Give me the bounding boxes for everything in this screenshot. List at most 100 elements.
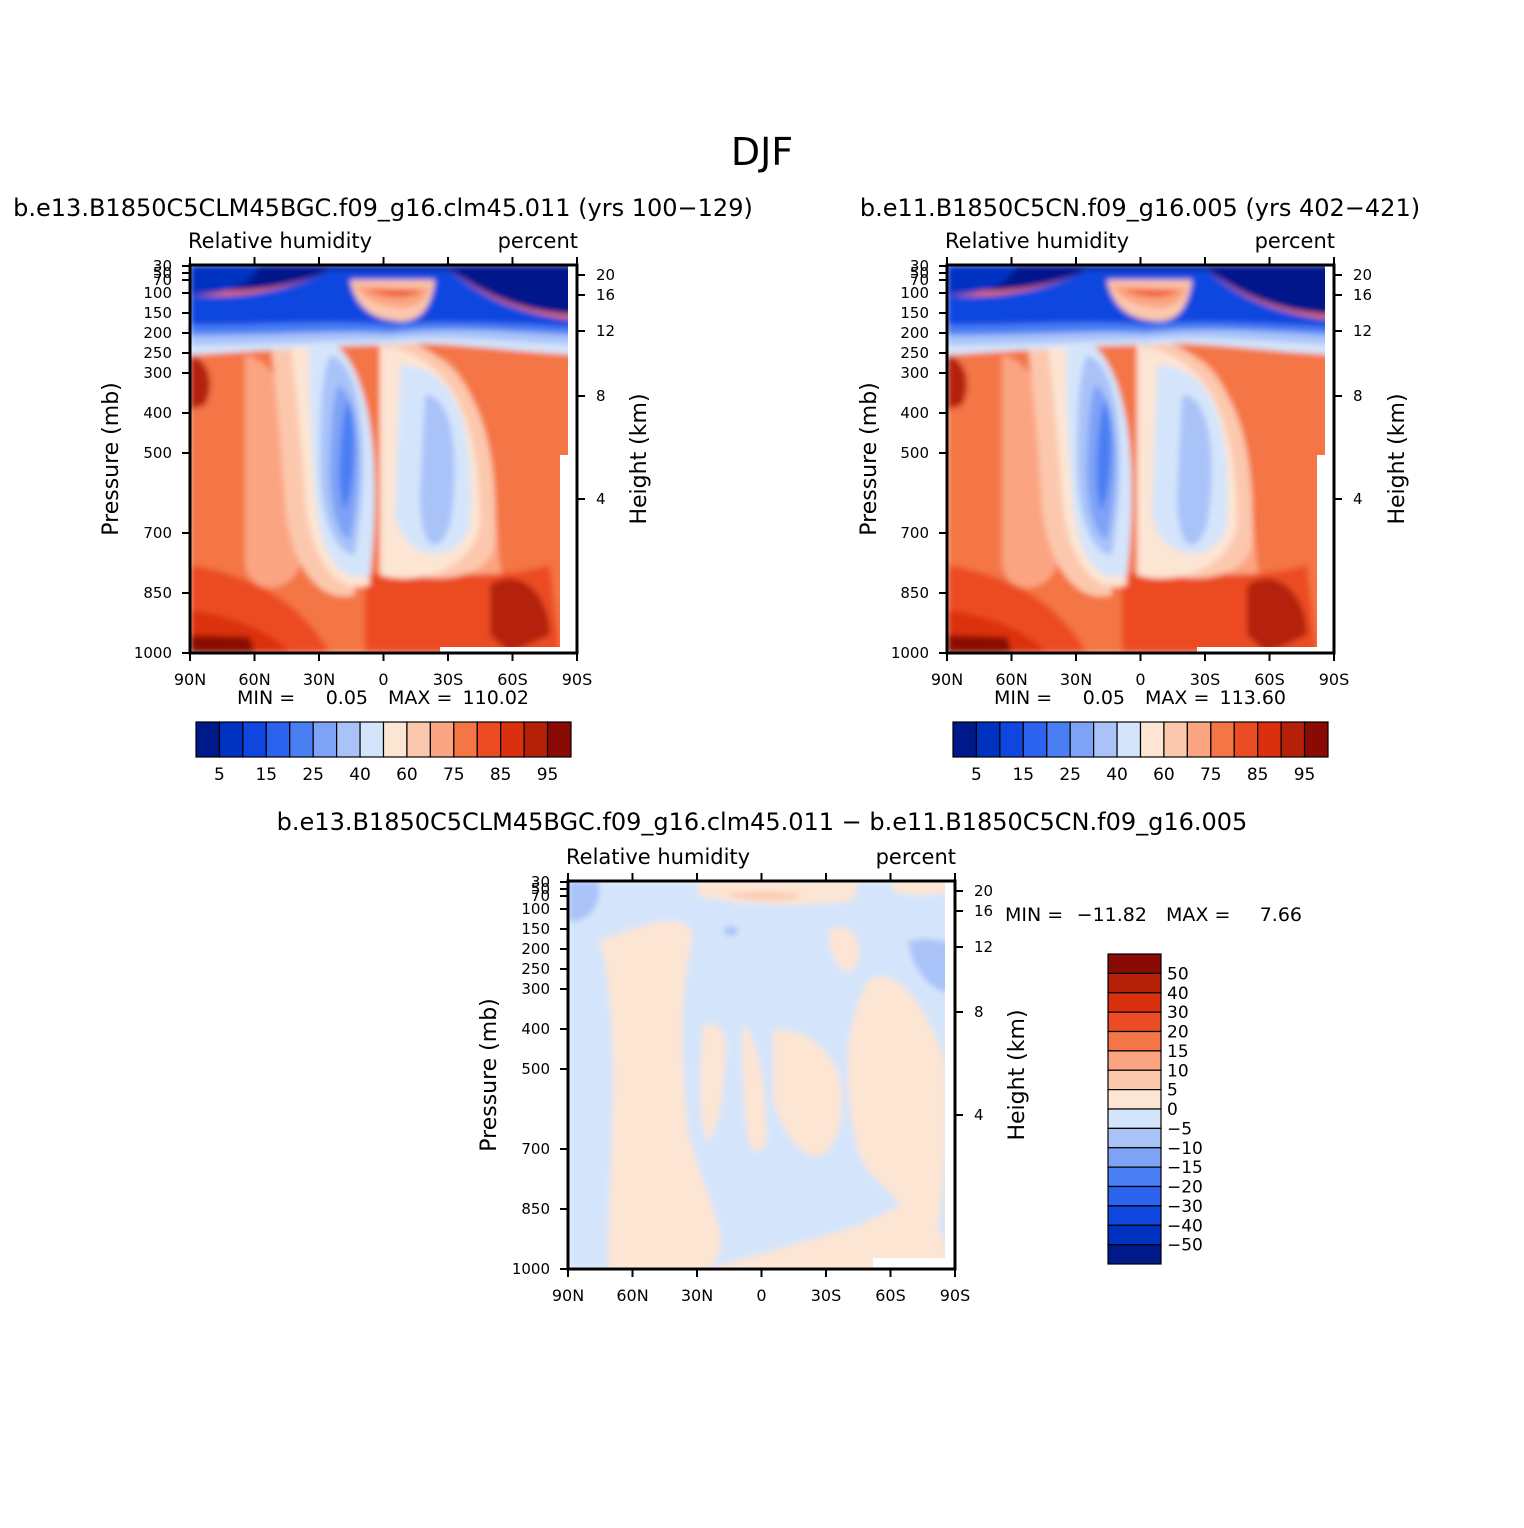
panel-2-ytick: 1000 — [891, 644, 929, 662]
colorbar-box — [1093, 721, 1118, 758]
colorbar-label: 95 — [1294, 765, 1316, 785]
panel-1-ytick: 200 — [143, 324, 172, 342]
panel-2-ytick: 400 — [900, 404, 929, 422]
panel-2-xtick: 30N — [1060, 670, 1092, 689]
colorbar-box — [1210, 721, 1235, 758]
panel-3-xtick: 90N — [552, 1286, 584, 1305]
panel-2-right-subtitle: percent — [1255, 229, 1335, 253]
colorbar-label: −5 — [1167, 1119, 1192, 1139]
colorbar-label: 85 — [1247, 765, 1269, 785]
panel-1-ytick: 700 — [143, 524, 172, 542]
colorbar-box — [1107, 992, 1162, 1013]
panel-3-y2tick: 4 — [974, 1106, 984, 1124]
colorbar-label: 5 — [1167, 1081, 1178, 1101]
colorbar-label: 15 — [255, 765, 277, 785]
panel-3-xtick: 60S — [875, 1286, 906, 1305]
panel-1-y2tick: 12 — [596, 322, 615, 340]
panel-2-max-value: 113.60 — [1220, 687, 1286, 709]
colorbar-label: 40 — [1106, 765, 1128, 785]
colorbar-box — [1107, 1185, 1162, 1207]
colorbar-box — [1139, 721, 1165, 758]
panel-2-min-value: 0.05 — [1083, 687, 1125, 709]
panel-2-ytick: 70 — [910, 271, 929, 289]
panel-3-y2tick: 12 — [974, 938, 993, 956]
colorbar-box — [359, 721, 385, 758]
colorbar-box — [1233, 721, 1259, 758]
colorbar-box — [242, 721, 267, 758]
colorbar-label: 15 — [1167, 1042, 1189, 1062]
colorbar-box — [1107, 1244, 1162, 1265]
panel-1-y2-tick-labels: 20 16 12 8 4 — [596, 266, 615, 508]
panel-1: b.e13.B1850C5CLM45BGC.f09_g16.clm45.011 … — [13, 194, 753, 785]
panel-1-ytick: 30 — [153, 257, 172, 275]
colorbar-box — [476, 721, 502, 758]
colorbar-box — [1046, 721, 1071, 758]
panel-1-xtick: 30S — [433, 670, 464, 689]
colorbar-label: 75 — [443, 765, 465, 785]
panel-2-y2tick: 16 — [1353, 286, 1372, 304]
panel-2-xtick: 90S — [1319, 670, 1350, 689]
panel-2-xtick: 0 — [1135, 670, 1145, 689]
panel-3-y2tick: 16 — [974, 902, 993, 920]
panel-3-y-tick-labels: 30 50 70 100 150 200 250 300 400 500 700… — [512, 873, 550, 1278]
panel-2-ytick: 150 — [900, 304, 929, 322]
panel-2-x-tick-labels: 90N 60N 30N 0 30S 60S 90S — [931, 670, 1349, 689]
panel-2-y2tick: 4 — [1353, 490, 1363, 508]
colorbar-box — [336, 721, 361, 758]
panel-1-y2tick: 16 — [596, 286, 615, 304]
colorbar-box — [1107, 953, 1162, 974]
panel-2-ytick: 50 — [910, 264, 929, 282]
panel-3-xtick: 90S — [940, 1286, 971, 1305]
panel-2-y2tick: 12 — [1353, 322, 1372, 340]
colorbar-box — [1186, 721, 1212, 758]
panel-3-xtick: 30S — [811, 1286, 842, 1305]
panel-3-ytick: 300 — [521, 980, 550, 998]
panel-1-x-tick-labels: 90N 60N 30N 0 30S 60S 90S — [174, 670, 592, 689]
panel-1-ytick: 300 — [143, 364, 172, 382]
panel-1-ytick: 850 — [143, 584, 172, 602]
colorbar-label: 75 — [1200, 765, 1222, 785]
colorbar-label: −50 — [1167, 1236, 1203, 1256]
panel-2-ylabel: Pressure (mb) — [857, 382, 882, 536]
colorbar-box — [1107, 1147, 1162, 1168]
figure-title: DJF — [731, 130, 793, 174]
panel-3-ytick: 250 — [521, 960, 550, 978]
panel-1-y2tick: 8 — [596, 387, 606, 405]
panel-2: b.e11.B1850C5CN.f09_g16.005 (yrs 402−421… — [857, 194, 1420, 785]
panel-2-xtick: 60N — [995, 670, 1027, 689]
panel-3-right-subtitle: percent — [876, 845, 956, 869]
panel-2-left-subtitle: Relative humidity — [945, 229, 1129, 253]
panel-1-max-value: 110.02 — [463, 687, 529, 709]
panel-2-plot-area — [939, 257, 1342, 661]
colorbar-box — [1107, 1030, 1162, 1052]
panel-3-ytick: 30 — [531, 873, 550, 891]
panel-2-ytick: 850 — [900, 584, 929, 602]
panel-1-ytick: 250 — [143, 344, 172, 362]
panel-1-ytick: 100 — [143, 284, 172, 302]
colorbar-box — [1107, 972, 1162, 994]
panel-1-ytick: 150 — [143, 304, 172, 322]
panel-3-ytick: 50 — [531, 880, 550, 898]
panel-2-colorbar: 5 15 25 40 60 75 85 95 — [952, 721, 1329, 785]
panel-3-ytick: 200 — [521, 940, 550, 958]
panel-3-left-subtitle: Relative humidity — [566, 845, 750, 869]
panel-2-ytick: 30 — [910, 257, 929, 275]
panel-3-y-ticks — [560, 881, 963, 1270]
colorbar-label: 85 — [490, 765, 512, 785]
panel-1-ytick: 70 — [153, 271, 172, 289]
panel-1-y2label: Height (km) — [627, 393, 652, 524]
colorbar-label: −10 — [1167, 1139, 1203, 1159]
panel-2-xtick: 60S — [1254, 670, 1285, 689]
colorbar-box — [453, 721, 478, 758]
panel-3-ytick: 70 — [531, 887, 550, 905]
panel-3-y2tick: 8 — [974, 1003, 984, 1021]
colorbar-box — [1107, 1011, 1162, 1033]
panel-2-y2tick: 20 — [1353, 266, 1372, 284]
panel-3-max-value: 7.66 — [1260, 904, 1302, 926]
panel-1-title: b.e13.B1850C5CLM45BGC.f09_g16.clm45.011 … — [13, 194, 753, 222]
panel-3-ytick: 500 — [521, 1060, 550, 1078]
panel-2-min-label: MIN = — [994, 687, 1052, 709]
panel-1-right-subtitle: percent — [498, 229, 578, 253]
